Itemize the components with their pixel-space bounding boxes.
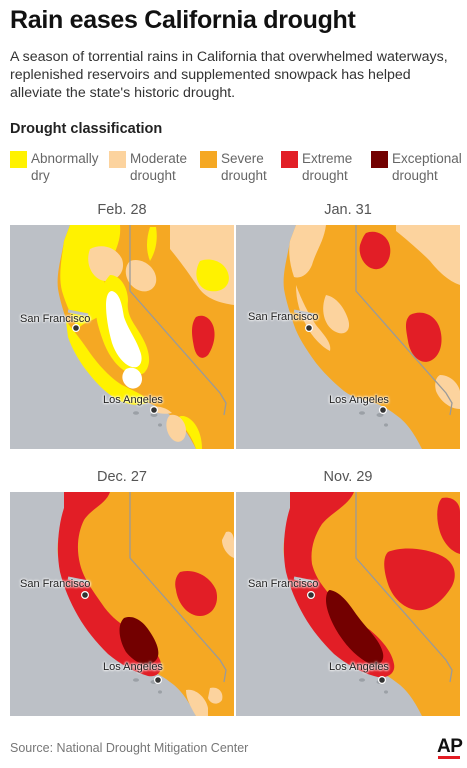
city-label-los-angeles: Los Angeles [103, 394, 163, 406]
city-label-los-angeles: Los Angeles [329, 394, 389, 406]
subtitle: A season of torrential rains in Californ… [10, 49, 448, 101]
city-label-san-francisco: San Francisco [20, 578, 91, 590]
map-date-feb-28: Feb. 28 [97, 202, 147, 218]
legend-title: Drought classification [10, 121, 163, 137]
drought-map-feb-28: San Francisco Los Angeles [10, 225, 234, 449]
drought-map-nov-29: San Francisco Los Angeles [236, 492, 460, 716]
legend-swatch [200, 151, 217, 168]
legend: Abnormally dry Moderate drought Severe d… [10, 149, 465, 189]
map-date-dec-27: Dec. 27 [97, 469, 147, 485]
city-label-san-francisco: San Francisco [248, 578, 319, 590]
map-graphic [236, 492, 460, 716]
ap-logo-text: AP [437, 736, 463, 757]
source-credit: Source: National Drought Mitigation Cent… [10, 741, 249, 755]
city-label-san-francisco: San Francisco [248, 311, 319, 323]
city-label-los-angeles: Los Angeles [103, 661, 163, 673]
map-graphic [10, 225, 234, 449]
legend-label: Abnormally dry [31, 151, 99, 183]
legend-swatch [109, 151, 126, 168]
legend-label: Severe drought [221, 151, 267, 183]
legend-swatch [281, 151, 298, 168]
drought-map-dec-27: San Francisco Los Angeles [10, 492, 234, 716]
legend-label: Moderate drought [130, 151, 188, 183]
map-graphic [10, 492, 234, 716]
ap-logo-bar [438, 756, 460, 759]
city-label-los-angeles: Los Angeles [329, 661, 389, 673]
legend-label: Exceptional drought [392, 151, 462, 183]
drought-map-jan-31: San Francisco Los Angeles [236, 225, 460, 449]
ap-logo: AP [437, 736, 463, 759]
map-date-nov-29: Nov. 29 [323, 469, 373, 485]
legend-label: Extreme drought [302, 151, 353, 183]
legend-swatch [10, 151, 27, 168]
map-graphic [236, 225, 460, 449]
page-title: Rain eases California drought [10, 6, 356, 34]
city-label-san-francisco: San Francisco [20, 313, 91, 325]
legend-swatch [371, 151, 388, 168]
map-date-jan-31: Jan. 31 [324, 202, 372, 218]
